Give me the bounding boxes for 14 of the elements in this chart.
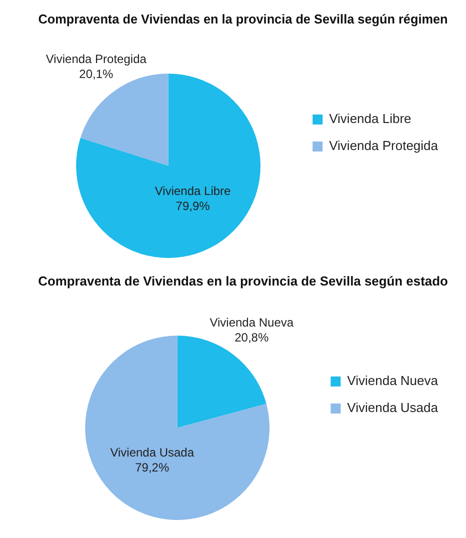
data-label: 20,8% bbox=[234, 330, 269, 345]
data-label: 20,1% bbox=[79, 66, 114, 81]
data-label: 79,9% bbox=[176, 199, 210, 214]
legend-label: Vivienda Libre bbox=[329, 111, 412, 126]
slice-label: Vivienda Nueva bbox=[210, 316, 294, 330]
legend-label: Vivienda Nueva bbox=[347, 373, 439, 388]
legend-label: Vivienda Usada bbox=[347, 400, 439, 416]
legend-label: Vivienda Protegida bbox=[329, 138, 439, 154]
slice-label: Vivienda Usada bbox=[110, 446, 194, 460]
chart-title: Compraventa de Viviendas en la provincia de Sevilla según régimen bbox=[38, 11, 448, 26]
slice-label: Vivienda Protegida bbox=[46, 52, 147, 66]
data-label: 79,2% bbox=[135, 460, 170, 475]
slice-label: Vivienda Libre bbox=[154, 184, 232, 198]
chart-title: Compraventa de Viviendas en la provincia de Sevilla según estado bbox=[38, 273, 448, 288]
